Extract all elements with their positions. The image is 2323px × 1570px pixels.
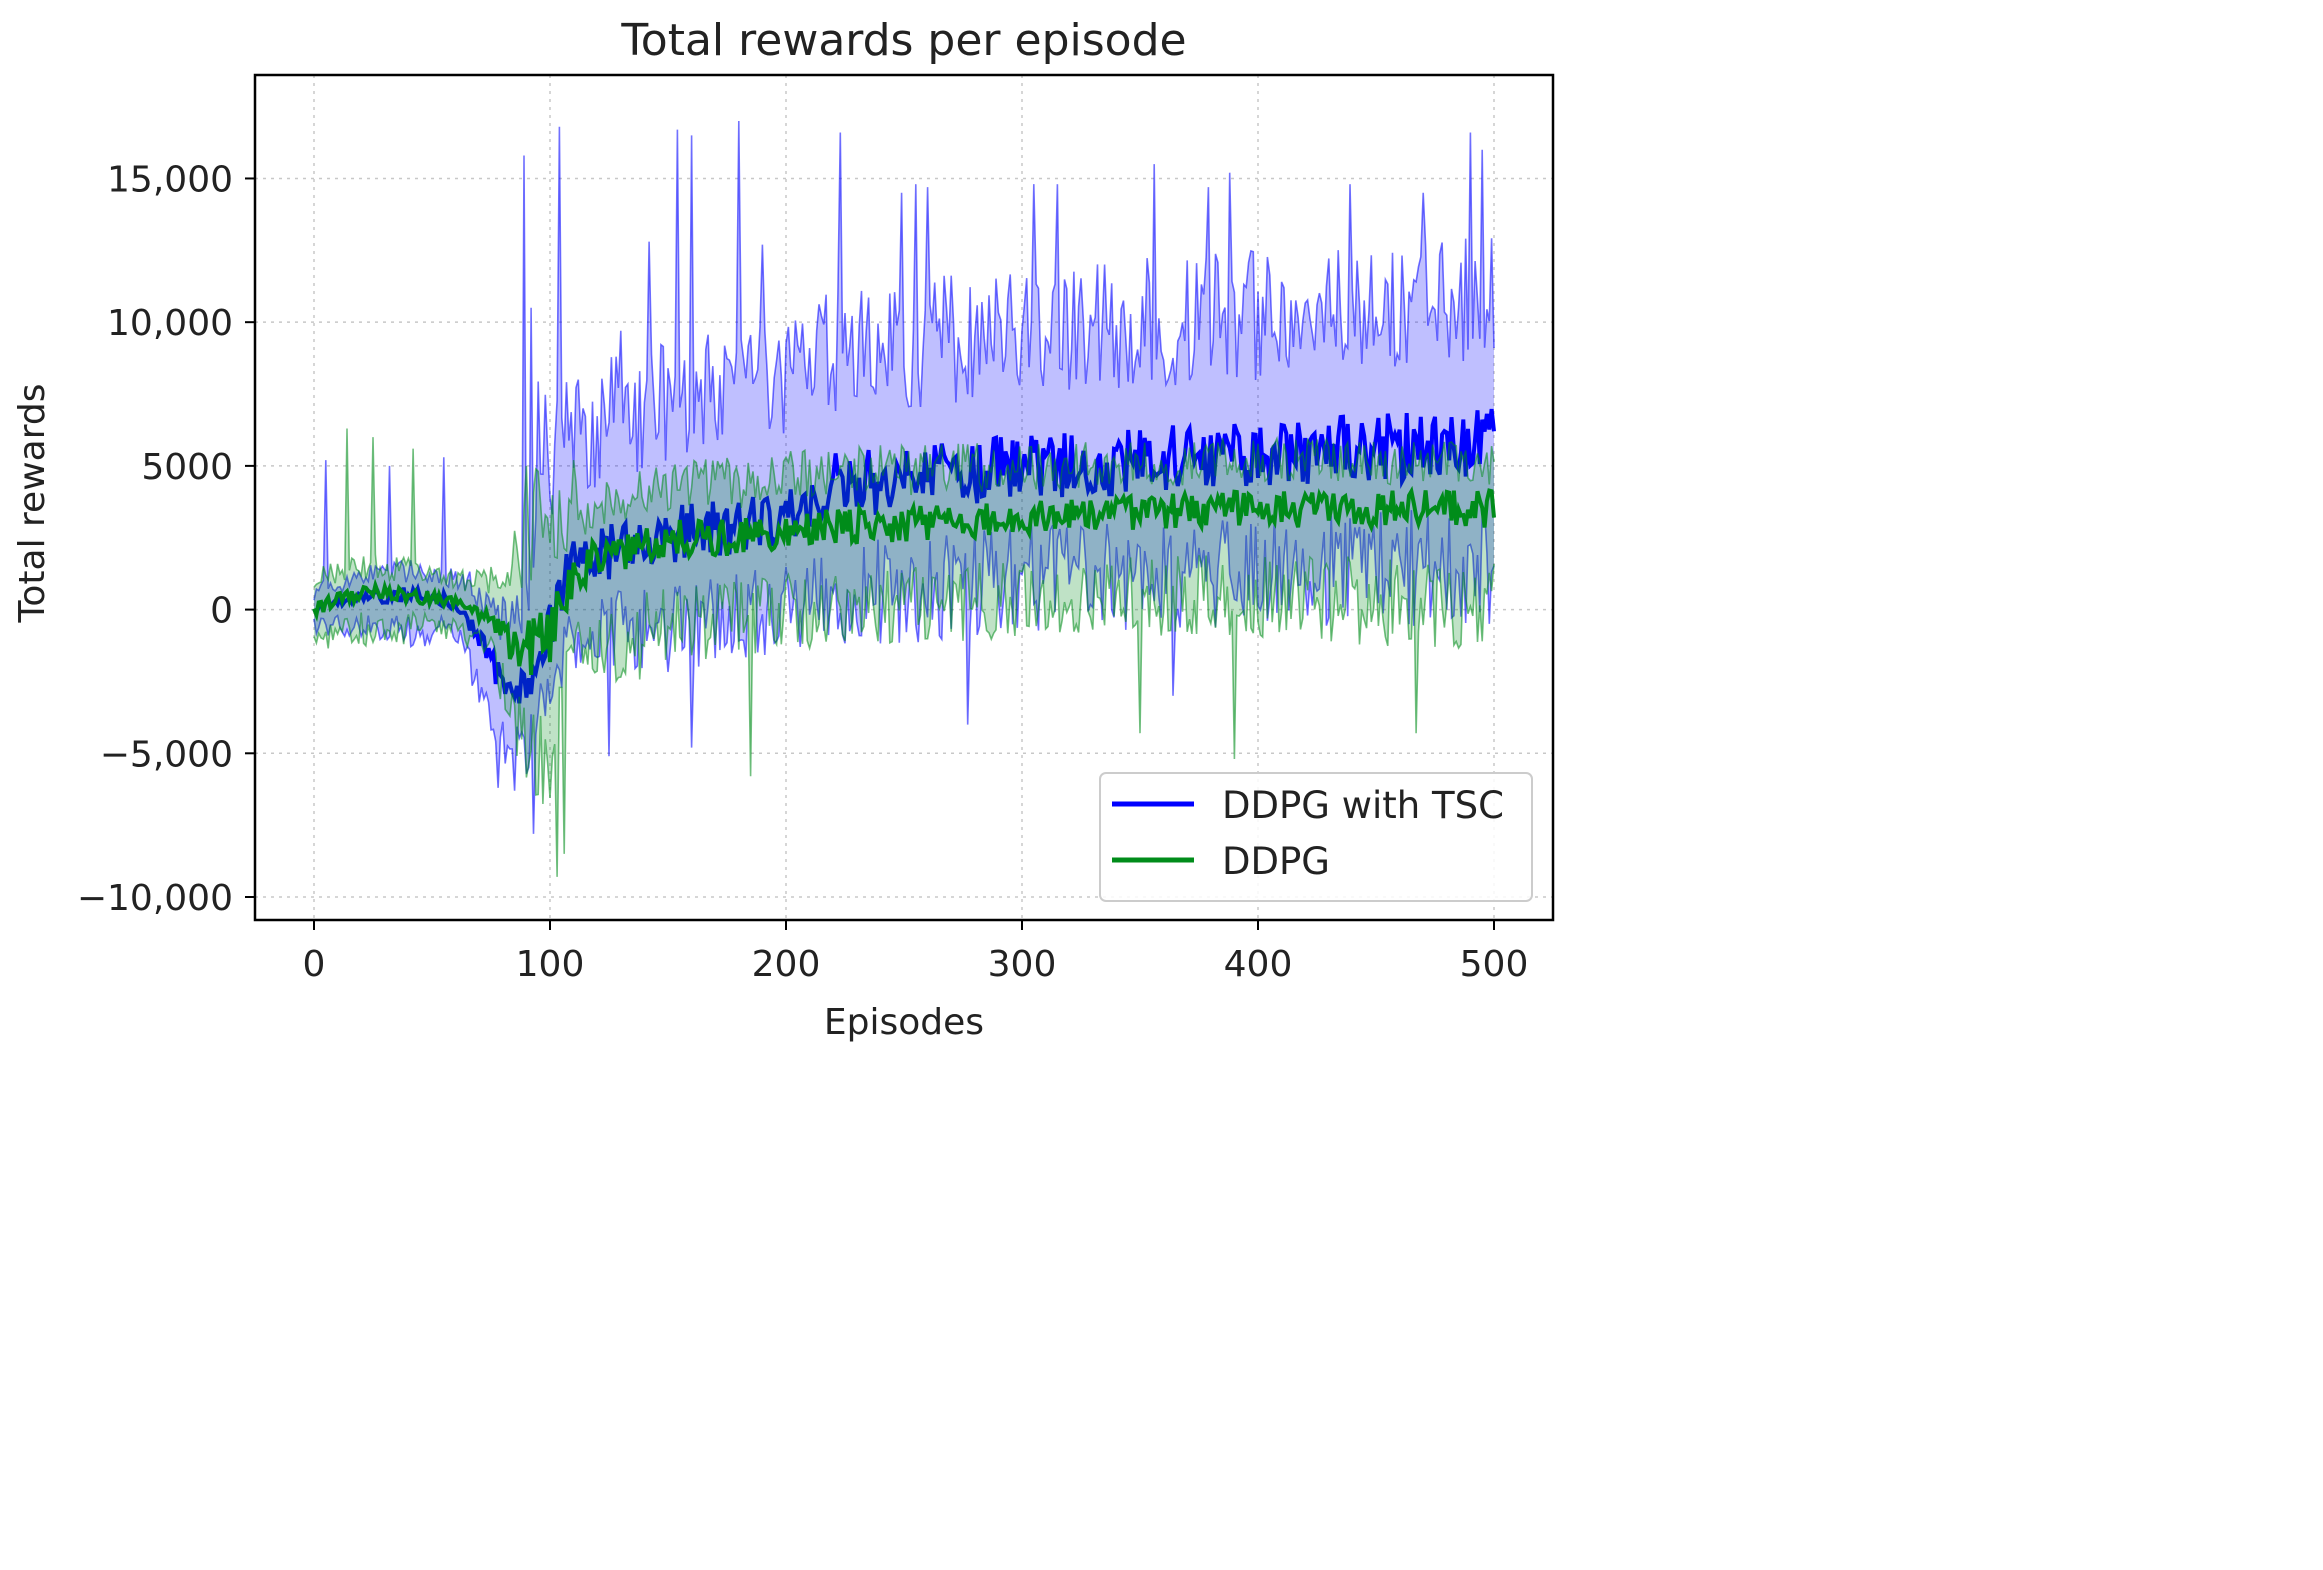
plot-frame (253, 73, 1555, 922)
legend-box (1099, 772, 1533, 902)
series-mean-line-ddpg-with-tsc (312, 408, 1496, 704)
x-tick-label: 200 (752, 944, 821, 985)
legend-label-ddpg: DDPG (1222, 840, 1330, 883)
x-tick-label: 100 (516, 944, 585, 985)
axis-ticks: 0 100 200 300 400 500 −10,000 −5,000 0 5000 10,000… (77, 159, 1529, 985)
y-tick-label: 0 (210, 591, 233, 632)
legend: DDPG with TSC DDPG (1099, 772, 1533, 902)
y-tick-label: −5,000 (100, 734, 233, 775)
series-band-ddpg (314, 428, 1494, 877)
x-axis-label: Episodes (824, 1002, 984, 1043)
series-ddpg (312, 428, 1496, 877)
x-tick-label: 300 (988, 944, 1057, 985)
plot-area (312, 120, 1496, 877)
series-ddpg-with-tsc (312, 120, 1496, 834)
series-lower-line-ddpg (313, 555, 1495, 877)
x-tick-label: 500 (1460, 944, 1529, 985)
chart-title: Total rewards per episode (620, 15, 1186, 66)
y-tick-label: 15,000 (107, 159, 233, 200)
chart: Total rewards per episode 0 100 200 300 400 5… (12, 15, 1555, 1043)
series-upper-line-ddpg (313, 428, 1495, 594)
y-axis-label: Total rewards (12, 384, 53, 624)
x-tick-label: 0 (303, 944, 326, 985)
y-tick-label: −10,000 (77, 878, 233, 919)
x-tick-label: 400 (1224, 944, 1293, 985)
series-upper-line-ddpg-with-tsc (313, 120, 1495, 640)
legend-label-ddpg-with-tsc: DDPG with TSC (1222, 784, 1504, 827)
series-mean-line-ddpg (312, 485, 1496, 675)
y-tick-label: 5000 (141, 447, 233, 488)
y-tick-label: 10,000 (107, 303, 233, 344)
